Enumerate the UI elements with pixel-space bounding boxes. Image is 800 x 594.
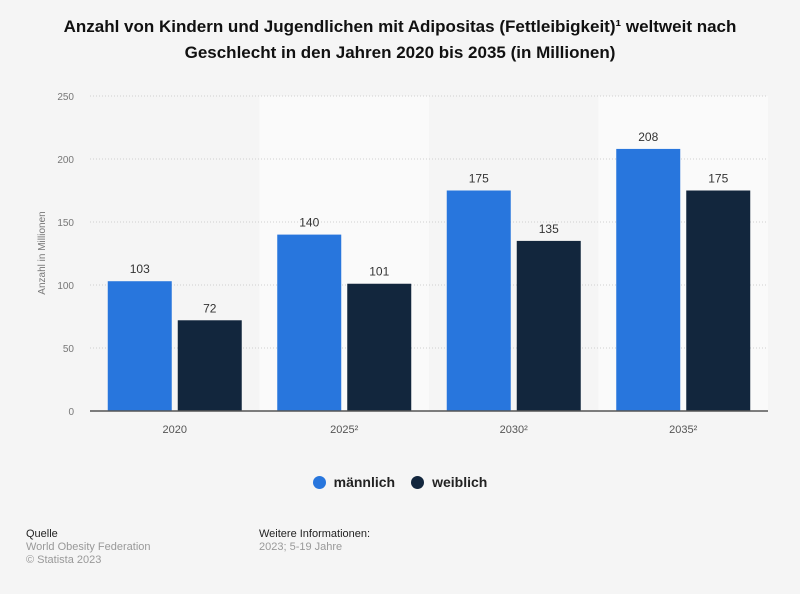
info-text: 2023; 5-19 Jahre <box>259 541 343 553</box>
data-label: 140 <box>299 216 319 230</box>
data-label: 135 <box>539 222 559 236</box>
bar-weiblich <box>347 283 412 411</box>
data-label: 175 <box>708 172 728 186</box>
info-block: Weitere Informationen: 2023; 5-19 Jahre <box>259 528 370 554</box>
source-heading: Quelle <box>26 528 58 540</box>
legend-label: weiblich <box>432 474 488 490</box>
x-tick-label: 2030² <box>500 424 528 436</box>
bar-weiblich <box>686 190 751 411</box>
y-tick-label: 200 <box>57 155 74 166</box>
data-label: 101 <box>369 265 389 279</box>
data-label: 72 <box>203 301 217 315</box>
y-tick-label: 100 <box>57 281 74 292</box>
bar-männlich <box>107 281 172 411</box>
x-tick-label: 2025² <box>330 424 358 436</box>
bar-männlich <box>277 234 342 411</box>
legend: männlich weiblich <box>0 474 800 490</box>
source-text: World Obesity Federation <box>26 541 151 553</box>
bar-männlich <box>616 148 681 412</box>
chart-title: Anzahl von Kindern und Jugendlichen mit … <box>63 17 737 62</box>
bar-weiblich <box>516 240 581 411</box>
y-tick-label: 250 <box>57 92 74 103</box>
data-label: 103 <box>130 262 150 276</box>
data-label: 208 <box>638 130 658 144</box>
legend-label: männlich <box>333 474 396 490</box>
source-block: Quelle World Obesity Federation © Statis… <box>26 528 151 567</box>
legend-item-weiblich[interactable]: weiblich <box>411 474 487 490</box>
legend-marker-icon <box>411 475 425 489</box>
y-tick-label: 150 <box>57 218 74 229</box>
data-label: 175 <box>469 172 489 186</box>
bar-weiblich <box>177 320 242 411</box>
y-axis-label: Anzahl in Millionen <box>37 211 48 294</box>
x-tick-label: 2020 <box>163 424 187 436</box>
y-tick-label: 0 <box>68 407 74 418</box>
x-tick-label: 2035² <box>669 424 697 436</box>
y-tick-label: 50 <box>63 344 75 355</box>
legend-marker-icon <box>312 475 326 489</box>
bar-männlich <box>446 190 511 411</box>
copyright-text: © Statista 2023 <box>26 554 102 566</box>
legend-item-maennlich[interactable]: männlich <box>312 474 396 490</box>
info-heading: Weitere Informationen: <box>259 528 371 540</box>
